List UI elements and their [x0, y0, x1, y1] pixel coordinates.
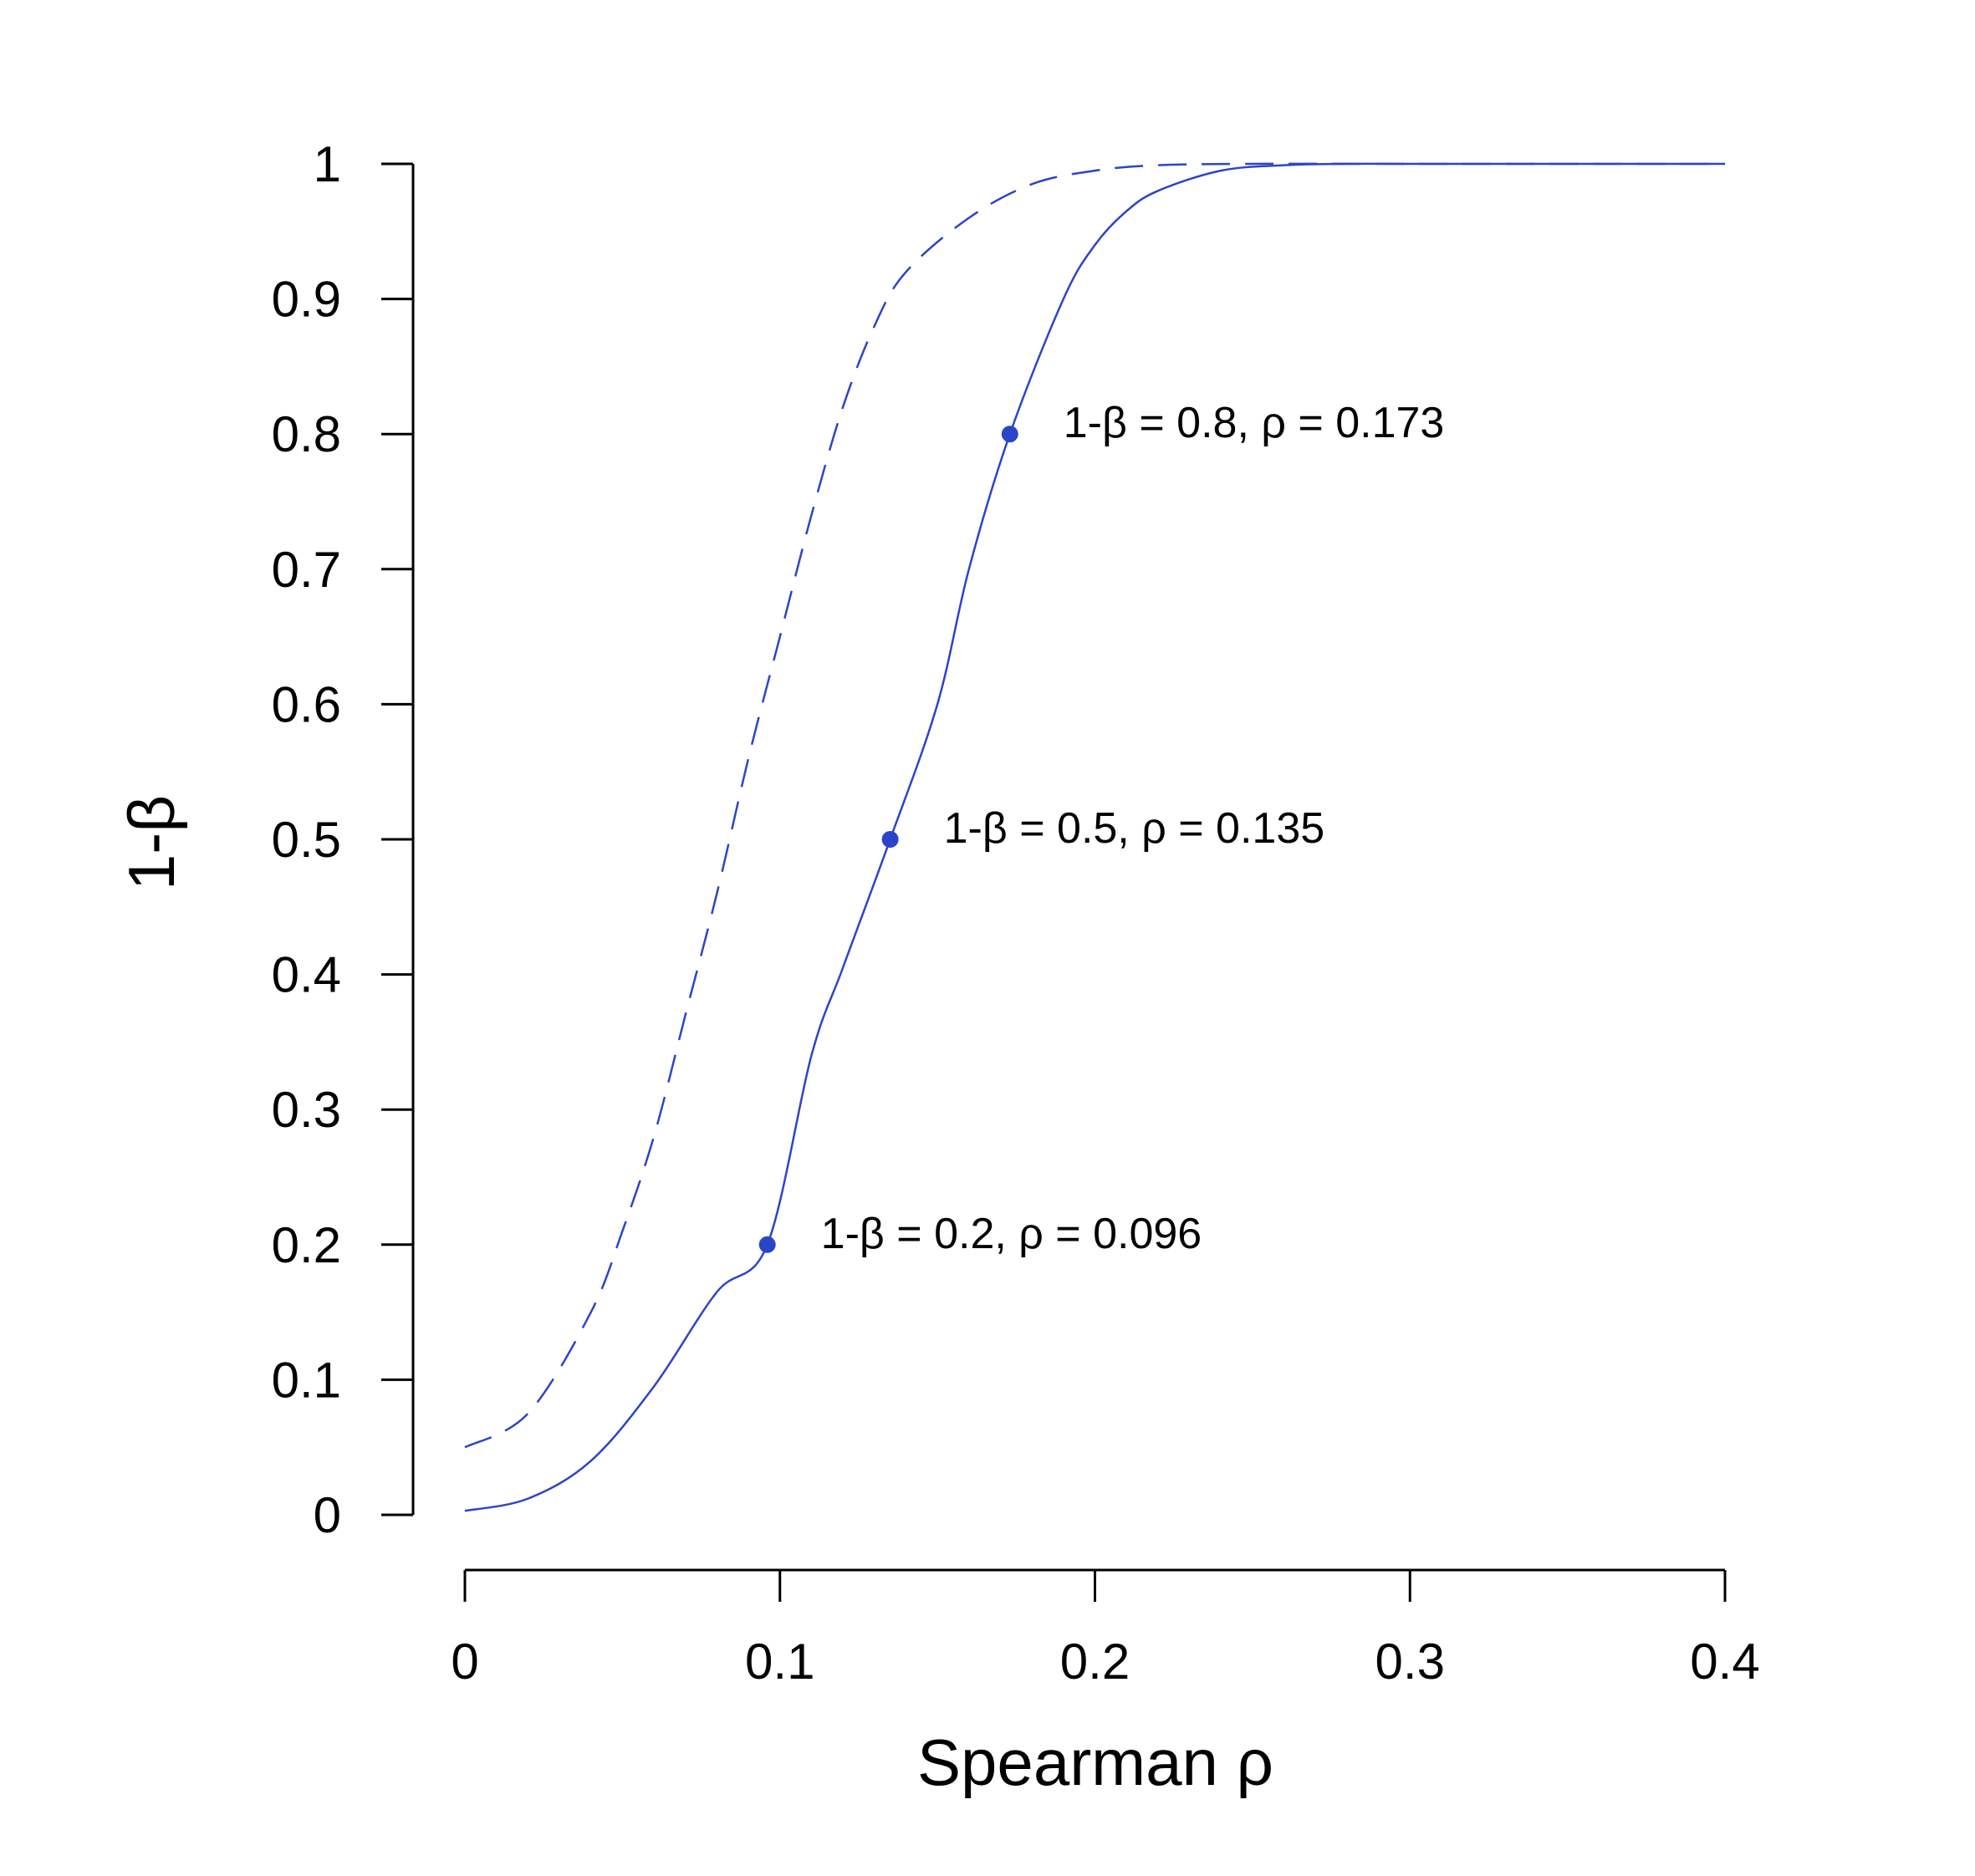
highlight-point [881, 831, 899, 848]
x-tick-label: 0.2 [1060, 1634, 1130, 1690]
y-axis-title: 1-β [115, 795, 188, 890]
point-annotation: 1-β = 0.2, ρ = 0.096 [821, 1210, 1202, 1258]
x-tick-label: 0.3 [1375, 1634, 1445, 1690]
y-tick-label: 0.5 [272, 812, 341, 868]
highlight-point [1001, 426, 1018, 443]
x-tick-label: 0.1 [745, 1634, 814, 1690]
y-tick-label: 0.2 [272, 1217, 341, 1273]
x-axis-title: Spearman ρ [917, 1726, 1273, 1799]
highlight-point [758, 1236, 776, 1253]
x-axis: 0 0.1 0.2 0.3 0.4 [451, 1568, 1760, 1690]
point-annotation: 1-β = 0.8, ρ = 0.173 [1064, 399, 1445, 447]
y-tick-label: 0.7 [272, 542, 341, 598]
series-layer [464, 162, 1725, 1512]
y-tick-label: 0.6 [272, 676, 341, 732]
y-tick-label: 0 [314, 1487, 341, 1543]
y-tick-label: 0.1 [272, 1352, 341, 1408]
solid-power-curve [464, 162, 1725, 1512]
y-tick-label: 0.4 [272, 947, 341, 1003]
y-tick-label: 0.3 [272, 1082, 341, 1138]
dashed-power-curve [464, 162, 1725, 1449]
y-tick-label: 1 [314, 136, 341, 192]
y-tick-label: 0.8 [272, 406, 341, 462]
x-tick-label: 0 [451, 1634, 478, 1690]
point-annotation: 1-β = 0.5, ρ = 0.135 [944, 804, 1325, 853]
y-axis: 0 0.1 0.2 0.3 0.4 0.5 0.6 0.7 0.8 0.9 1 [272, 136, 415, 1543]
points-layer: 1-β = 0.2, ρ = 0.096 1-β = 0.5, ρ = 0.135… [758, 399, 1445, 1258]
y-tick-label: 0.9 [272, 272, 341, 328]
x-tick-label: 0.4 [1690, 1634, 1759, 1690]
